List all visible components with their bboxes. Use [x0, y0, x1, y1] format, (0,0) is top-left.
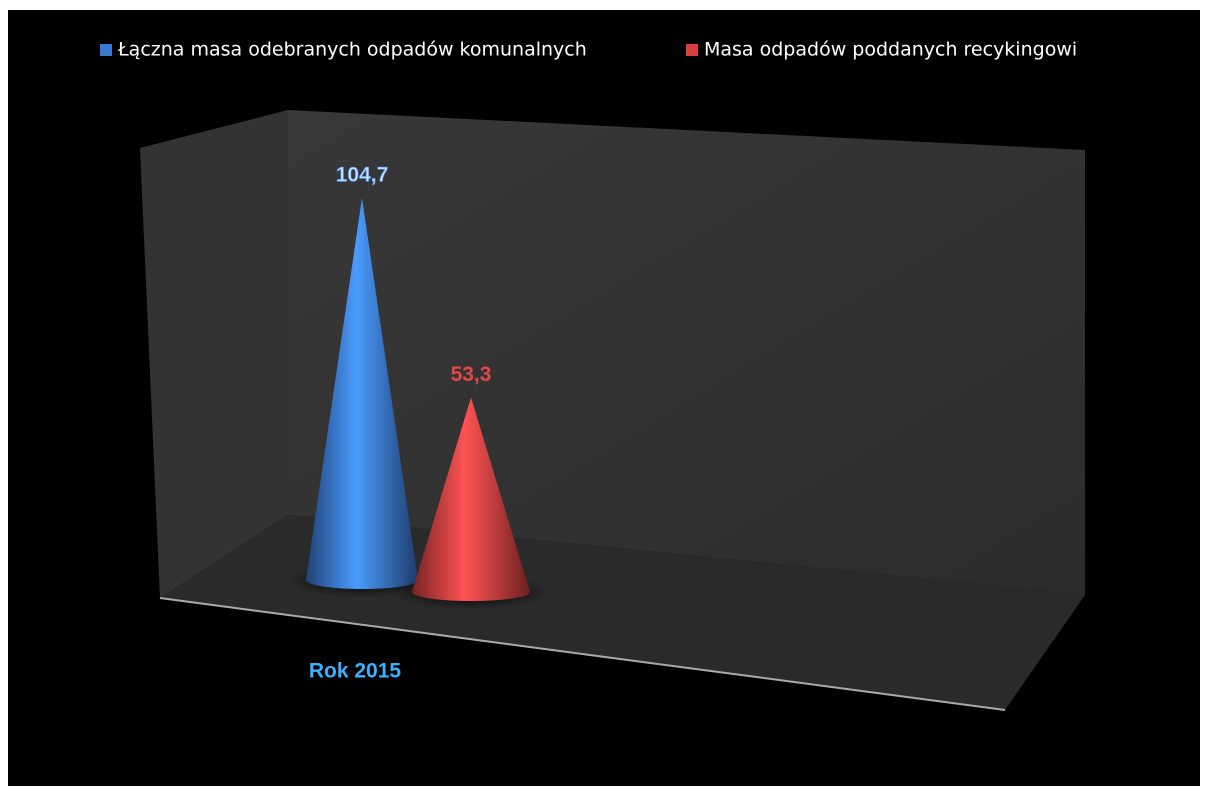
plot: 104,7 53,3 Rok 2015	[286, 163, 550, 683]
legend-swatch	[100, 44, 112, 56]
axis-line	[159, 597, 1006, 711]
cone	[306, 198, 418, 589]
legend: Łączna masa odebranych odpadów komunalny…	[100, 39, 1077, 61]
side-wall	[140, 110, 288, 598]
cone	[412, 397, 530, 601]
category-label: Rok 2015	[309, 660, 402, 683]
value-label: 53,3	[451, 363, 492, 386]
legend-label: Masa odpadów poddanych recykingowi	[704, 39, 1077, 61]
value-label: 104,7	[336, 164, 389, 187]
legend-label: Łączna masa odebranych odpadów komunalny…	[117, 39, 587, 61]
legend-swatch	[686, 44, 698, 56]
